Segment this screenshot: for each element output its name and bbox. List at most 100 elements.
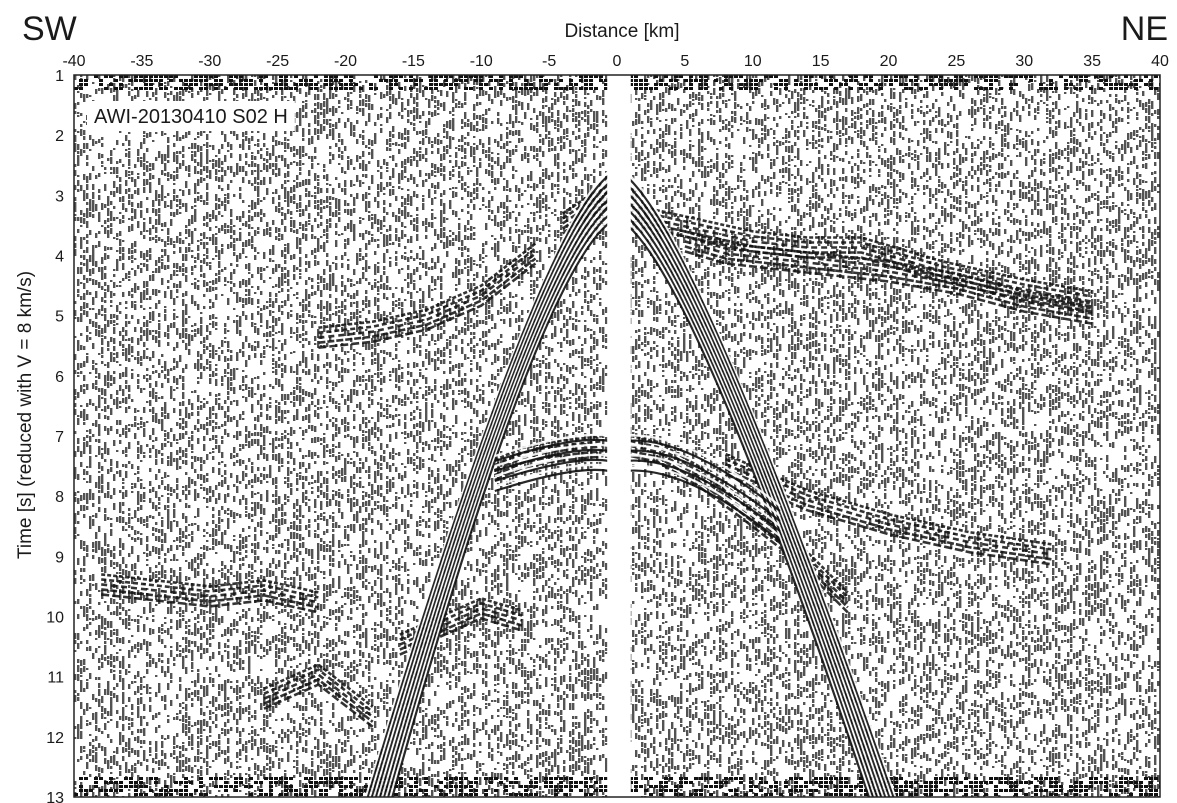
reflection-event (101, 573, 319, 594)
reflection-event (725, 452, 1052, 546)
first-arrival-left (377, 194, 610, 797)
panel-label: AWI-20130410 S02 H (87, 101, 295, 131)
first-arrival-left (379, 198, 610, 797)
x-tick-label: 20 (880, 53, 898, 70)
second-phase-right (625, 454, 781, 527)
panel-label-text: AWI-20130410 S02 H (94, 106, 288, 128)
y-tick-label: 9 (55, 549, 64, 566)
direction-label-ne: NE (1121, 10, 1168, 48)
x-tick-label: 5 (680, 53, 689, 70)
second-phase-right (625, 449, 781, 522)
reflection-event (684, 240, 1093, 315)
first-arrival-right (624, 198, 883, 797)
second-phase-left (494, 433, 610, 458)
x-tick-label: -10 (470, 53, 493, 70)
y-tick-label: 7 (55, 429, 64, 446)
x-tick-label: -25 (266, 53, 289, 70)
reflection-event (684, 230, 1093, 305)
first-arrival-right (624, 190, 887, 797)
x-tick-label: 40 (1151, 53, 1169, 70)
first-arrival-right (624, 206, 879, 797)
y-tick-label: 6 (55, 369, 64, 386)
first-arrival-left (364, 170, 610, 797)
second-phase-right (625, 439, 781, 512)
reflection-event (399, 597, 523, 636)
first-arrival-right (624, 218, 872, 797)
reflection-event (318, 242, 537, 329)
reflection-event (630, 439, 849, 599)
second-phase-left (494, 448, 610, 473)
reflection-event (643, 211, 1093, 298)
second-phase-left (494, 463, 610, 488)
reflection-event (630, 454, 849, 614)
first-arrival-left (372, 186, 610, 797)
reflection-event (643, 226, 1093, 313)
first-arrival-left (387, 214, 610, 797)
first-arrival-right (624, 222, 870, 797)
plot-frame (73, 74, 1161, 798)
reflection-event (725, 462, 1052, 556)
second-phase-left (494, 438, 610, 463)
y-tick-label: 2 (55, 128, 64, 145)
second-phase-right (625, 469, 781, 542)
first-arrival-left (381, 202, 610, 797)
first-arrival-right (624, 194, 885, 797)
first-arrival-right (624, 174, 895, 797)
reflection-event (318, 247, 537, 334)
x-tick-label: 25 (947, 53, 965, 70)
y-tick-label: 11 (47, 670, 64, 687)
reflection-event (318, 262, 537, 349)
shot-gap (607, 75, 631, 797)
x-tick-label: 10 (744, 53, 762, 70)
y-tick-label: 8 (55, 489, 64, 506)
reflection-event (318, 252, 537, 339)
first-arrival-left (366, 174, 610, 797)
first-arrival-left (391, 222, 610, 797)
y-tick-label: 12 (46, 730, 64, 747)
y-tick-label: 1 (55, 68, 64, 85)
reflection-event (643, 221, 1093, 308)
second-phase-left (494, 458, 610, 483)
x-tick-label: -35 (130, 53, 153, 70)
x-tick-label: -30 (198, 53, 221, 70)
reflection-event (263, 663, 374, 708)
first-arrival-right (624, 170, 897, 797)
x-tick-label: 35 (1083, 53, 1101, 70)
x-tick-label: -20 (334, 53, 357, 70)
x-tick-label: -5 (542, 53, 556, 70)
reflection-event (263, 668, 374, 713)
first-arrival-left (374, 190, 610, 797)
reflection-event (318, 257, 537, 344)
x-axis-title: Distance [km] (564, 21, 679, 42)
x-tick-label: 30 (1015, 53, 1033, 70)
direction-label-sw: SW (22, 10, 77, 48)
reflection-event (101, 583, 319, 604)
reflection-event (263, 673, 374, 718)
x-tick-label: 0 (613, 53, 622, 70)
reflection-event (684, 250, 1093, 325)
second-phase-right (625, 459, 781, 532)
x-tick-label: -15 (402, 53, 425, 70)
first-arrival-left (370, 182, 610, 797)
second-phase-left (494, 453, 610, 478)
reflection-event (399, 602, 523, 641)
reflection-event (494, 444, 604, 472)
x-tick-label: -40 (62, 53, 85, 70)
first-arrival-left (368, 178, 610, 797)
y-axis-title: Time [s] (reduced with V = 8 km/s) (15, 271, 36, 559)
reflection-event (101, 593, 319, 614)
reflection-event (263, 683, 374, 728)
reflection-event (101, 588, 319, 609)
x-tick-label: 15 (812, 53, 830, 70)
y-tick-label: 5 (55, 309, 64, 326)
first-arrival-left (389, 218, 610, 797)
y-tick-label: 3 (55, 188, 64, 205)
second-phase-right (625, 434, 781, 507)
second-phase-left (494, 443, 610, 468)
first-arrival-right (624, 210, 876, 797)
reflection-event (684, 235, 1093, 310)
y-tick-label: 13 (46, 790, 64, 803)
first-arrival-right (624, 178, 893, 797)
second-phase-right (625, 444, 781, 517)
